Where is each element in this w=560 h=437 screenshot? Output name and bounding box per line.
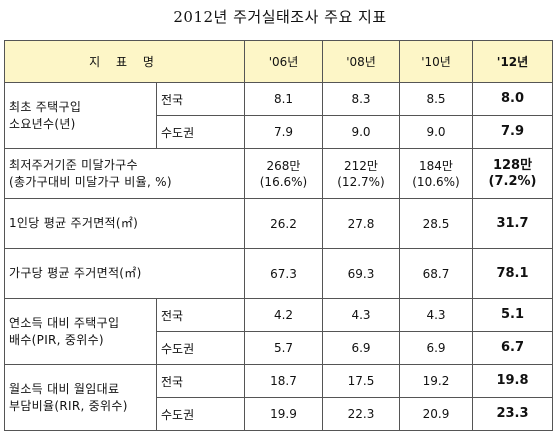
table-cell-2012: 8.0 <box>472 82 553 116</box>
table-cell: 212만 (12.7%) <box>322 148 400 199</box>
cell-ratio: (16.6%) <box>259 174 308 189</box>
table-row: 최저주거기준 미달가구수 (총가구대비 미달가구 비율, %) 268만 (16… <box>4 148 553 199</box>
row-label-line: 배수(PIR, 중위수) <box>9 332 104 347</box>
header-indicator-name: 지 표 명 <box>4 40 245 83</box>
table-cell: 67.3 <box>244 248 323 299</box>
header-year-2006: '06년 <box>244 40 323 83</box>
row-label-line: 1인당 평균 주거면적(㎡) <box>9 216 139 230</box>
table-header-row: 지 표 명 '06년 '08년 '10년 '12년 <box>4 40 553 83</box>
row-label-line: 가구당 평균 주거면적(㎡) <box>9 266 142 280</box>
row-label-area-per-household: 가구당 평균 주거면적(㎡) <box>4 248 245 299</box>
row-label-first-home-years: 최초 주택구입 소요년수(년) <box>4 82 157 149</box>
sub-label-capital-area: 수도권 <box>156 331 245 365</box>
cell-count: 184만 <box>419 158 453 173</box>
table-cell: 19.9 <box>244 397 323 431</box>
table-cell-2012: 7.9 <box>472 115 553 149</box>
cell-count: 212만 <box>344 158 378 173</box>
row-label-line: 최저주거기준 미달가구수 <box>9 157 138 172</box>
header-year-2010: '10년 <box>399 40 473 83</box>
table-cell: 69.3 <box>322 248 400 299</box>
sub-label-national: 전국 <box>156 82 245 116</box>
table-cell: 20.9 <box>399 397 473 431</box>
table-row: 수도권 7.9 9.0 9.0 7.9 <box>5 115 553 149</box>
table-cell: 9.0 <box>399 115 473 149</box>
cell-ratio: (12.7%) <box>337 174 385 189</box>
table-cell: 8.5 <box>399 82 473 116</box>
row-label-line: 부담비율(RIR, 중위수) <box>9 398 128 413</box>
table-cell-2012: 5.1 <box>472 298 553 332</box>
indicators-table: 지 표 명 '06년 '08년 '10년 '12년 최초 주택구입 소요년수(년… <box>4 40 553 431</box>
row-label-pir: 연소득 대비 주택구입 배수(PIR, 중위수) <box>4 298 157 365</box>
cell-ratio: (10.6%) <box>412 174 460 189</box>
table-row: 1인당 평균 주거면적(㎡) 26.2 27.8 28.5 31.7 <box>4 198 553 249</box>
table-cell-2012: 19.8 <box>472 364 553 398</box>
table-cell: 8.1 <box>244 82 323 116</box>
table-cell: 268만 (16.6%) <box>244 148 323 199</box>
row-label-area-per-person: 1인당 평균 주거면적(㎡) <box>4 198 245 249</box>
row-label-rir: 월소득 대비 월임대료 부담비율(RIR, 중위수) <box>4 364 157 431</box>
table-cell: 5.7 <box>244 331 323 365</box>
cell-ratio: (7.2%) <box>488 173 537 189</box>
row-label-line: (총가구대비 미달가구 비율, %) <box>9 174 172 189</box>
table-cell: 26.2 <box>244 198 323 249</box>
table-cell: 6.9 <box>399 331 473 365</box>
row-label-line: 연소득 대비 주택구입 <box>9 315 120 330</box>
table-row: 연소득 대비 주택구입 배수(PIR, 중위수) 전국 4.2 4.3 4.3 … <box>4 298 553 365</box>
table-cell: 17.5 <box>322 364 400 398</box>
table-cell-2012: 128만 (7.2%) <box>472 148 553 199</box>
table-cell-2012: 31.7 <box>472 198 553 249</box>
table-cell: 9.0 <box>322 115 400 149</box>
table-cell: 27.8 <box>322 198 400 249</box>
table-cell-2012: 78.1 <box>472 248 553 299</box>
table-cell: 22.3 <box>322 397 400 431</box>
row-label-line: 월소득 대비 월임대료 <box>9 381 120 396</box>
table-cell-2012: 23.3 <box>472 397 553 431</box>
cell-count: 268만 <box>266 158 301 173</box>
row-label-substandard-households: 최저주거기준 미달가구수 (총가구대비 미달가구 비율, %) <box>4 148 245 199</box>
table-cell: 19.2 <box>399 364 473 398</box>
page-title: 2012년 주거실태조사 주요 지표 <box>173 8 387 26</box>
table-row: 수도권 19.9 22.3 20.9 23.3 <box>5 397 553 431</box>
table-row: 수도권 5.7 6.9 6.9 6.7 <box>5 331 553 365</box>
table-row: 최초 주택구입 소요년수(년) 전국 8.1 8.3 8.5 8.0 <box>4 82 553 149</box>
sub-label-national: 전국 <box>156 298 245 332</box>
table-cell: 6.9 <box>322 331 400 365</box>
table-cell: 68.7 <box>399 248 473 299</box>
table-cell: 184만 (10.6%) <box>399 148 473 199</box>
table-cell: 28.5 <box>399 198 473 249</box>
table-cell: 4.3 <box>399 298 473 332</box>
table-cell-2012: 6.7 <box>472 331 553 365</box>
header-year-2012: '12년 <box>472 40 553 83</box>
table-cell: 7.9 <box>244 115 323 149</box>
table-cell: 18.7 <box>244 364 323 398</box>
sub-label-national: 전국 <box>156 364 245 398</box>
table-row: 가구당 평균 주거면적(㎡) 67.3 69.3 68.7 78.1 <box>4 248 553 299</box>
row-label-line: 최초 주택구입 <box>9 99 82 114</box>
table-cell: 4.2 <box>244 298 323 332</box>
sub-label-capital-area: 수도권 <box>156 115 245 149</box>
table-cell: 4.3 <box>322 298 400 332</box>
table-row: 월소득 대비 월임대료 부담비율(RIR, 중위수) 전국 18.7 17.5 … <box>4 364 553 431</box>
sub-label-capital-area: 수도권 <box>156 397 245 431</box>
row-label-line: 소요년수(년) <box>9 116 76 131</box>
cell-count: 128만 <box>492 157 533 173</box>
header-year-2008: '08년 <box>322 40 400 83</box>
table-cell: 8.3 <box>322 82 400 116</box>
